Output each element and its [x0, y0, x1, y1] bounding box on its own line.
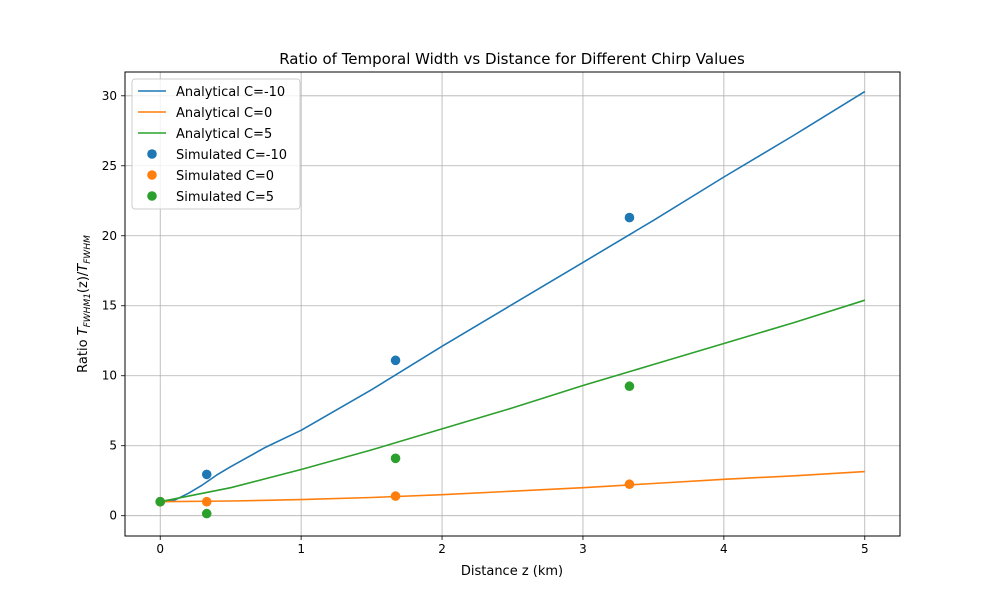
x-axis-label: Distance z (km) [461, 564, 563, 579]
data-point [624, 479, 635, 490]
data-point [390, 453, 401, 464]
plot-data [155, 90, 866, 519]
legend: Analytical C=-10 Analytical C=0 Analytical… [131, 78, 301, 210]
y-tick-label: 15 [102, 299, 117, 313]
y-tick-label: 20 [102, 229, 117, 243]
data-point [201, 469, 212, 480]
y-axis-label: Ratio TFWHM1(z)/TFWHM [76, 235, 93, 373]
y-tick-label: 30 [102, 89, 117, 103]
data-point [624, 381, 635, 392]
data-point [155, 496, 166, 507]
legend-marker-swatch [147, 191, 157, 201]
chart-title: Ratio of Temporal Width vs Distance for … [279, 50, 745, 68]
legend-label: Analytical C=0 [176, 106, 272, 121]
legend-label: Analytical C=-10 [176, 85, 285, 100]
y-tick-label: 0 [109, 509, 117, 523]
plot-frame [124, 71, 901, 537]
legend-marker-swatch [147, 149, 157, 159]
legend-marker-swatch [147, 170, 157, 180]
data-point [390, 355, 401, 366]
data-point [201, 496, 212, 507]
series-line [160, 299, 866, 503]
legend-label: Simulated C=-10 [176, 148, 287, 163]
x-tick-label: 1 [297, 542, 305, 556]
data-point [624, 212, 635, 223]
x-tick-label: 3 [579, 542, 587, 556]
series-line [160, 90, 866, 503]
series-line [160, 470, 865, 503]
legend-label: Simulated C=5 [176, 190, 274, 205]
y-tick-label: 25 [102, 159, 117, 173]
legend-label: Analytical C=5 [176, 127, 272, 142]
legend-box [131, 78, 301, 210]
x-tick-label: 2 [438, 542, 446, 556]
legend-label: Simulated C=0 [176, 169, 274, 184]
data-point [201, 508, 212, 519]
y-axis-ticks: 0 5 10 15 20 25 30 [102, 89, 125, 523]
x-tick-label: 4 [720, 542, 728, 556]
data-point [390, 491, 401, 501]
x-tick-label: 5 [861, 542, 869, 556]
x-tick-label: 0 [156, 542, 164, 556]
y-tick-label: 10 [102, 369, 117, 383]
x-axis-ticks: 0 1 2 3 4 5 [156, 536, 869, 556]
y-tick-label: 5 [109, 439, 117, 453]
